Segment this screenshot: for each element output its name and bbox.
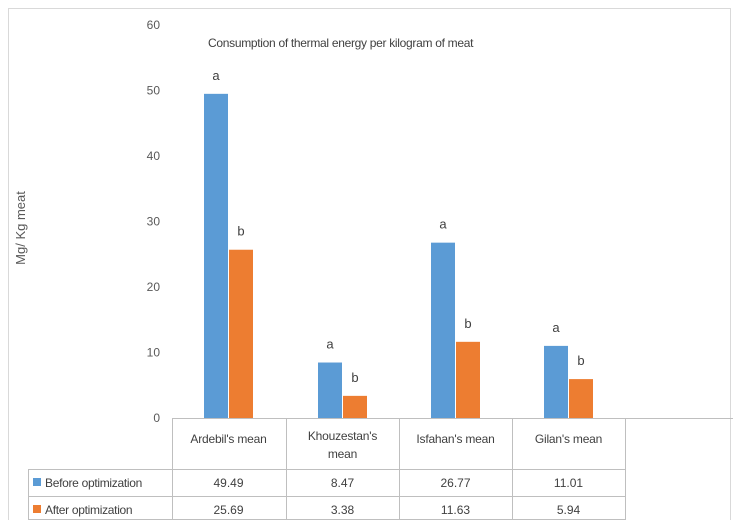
y-tick-label: 40: [147, 149, 161, 163]
table-cell-value: 49.49: [213, 476, 243, 490]
table-cell-value: 11.01: [554, 476, 583, 490]
chart-title: Consumption of thermal energy per kilogr…: [208, 36, 474, 50]
x-tick-label: Khouzestan's mean: [308, 429, 377, 461]
legend-key-before: [33, 478, 41, 486]
legend-label: After optimization: [45, 503, 132, 517]
bar-annotation: b: [464, 316, 471, 331]
bar-before-1: [318, 362, 342, 418]
bar-annotation: a: [212, 68, 220, 83]
y-tick-label: 20: [147, 280, 161, 294]
bar-annotation: a: [326, 337, 334, 352]
y-tick-label: 50: [147, 84, 161, 98]
bar-annotation: b: [351, 370, 358, 385]
y-tick-label: 0: [153, 411, 160, 425]
bar-after-1: [343, 395, 367, 418]
legend-label: Before optimization: [45, 476, 142, 490]
table-cell-value: 11.63: [441, 503, 470, 517]
table-cell-value: 3.38: [331, 503, 355, 517]
bar-annotation: a: [439, 217, 447, 232]
chart-border: [8, 8, 731, 520]
bar-before-0: [204, 93, 228, 418]
y-tick-label: 30: [147, 215, 161, 229]
bar-after-0: [229, 249, 253, 418]
table-cell-value: 25.69: [213, 503, 243, 517]
bar-annotation: b: [237, 224, 244, 239]
y-tick-label: 60: [147, 18, 161, 32]
bar-after-3: [569, 379, 593, 418]
bar-annotation: b: [577, 353, 584, 368]
y-tick-label: 10: [147, 346, 161, 360]
table-cell-value: 26.77: [440, 476, 470, 490]
x-tick-label: Ardebil's mean: [190, 432, 266, 446]
data-table: Ardebil's mean Khouzestan's mean Isfahan's …: [28, 418, 626, 520]
bar-before-2: [431, 242, 455, 418]
table-cell-value: 5.94: [557, 503, 581, 517]
bar-after-2: [456, 341, 480, 418]
axes: 0 10 20 30 40 50 60: [8, 8, 733, 520]
bar-annotation: a: [552, 320, 560, 335]
bar-before-3: [544, 345, 568, 418]
bars: a b a b a b a b: [204, 68, 593, 418]
x-tick-label: Isfahan's mean: [416, 432, 494, 446]
legend-key-after: [33, 505, 41, 513]
y-axis-label: Mg/ Kg meat: [13, 191, 28, 265]
x-tick-label: Gilan's mean: [535, 432, 602, 446]
table-cell-value: 8.47: [331, 476, 355, 490]
